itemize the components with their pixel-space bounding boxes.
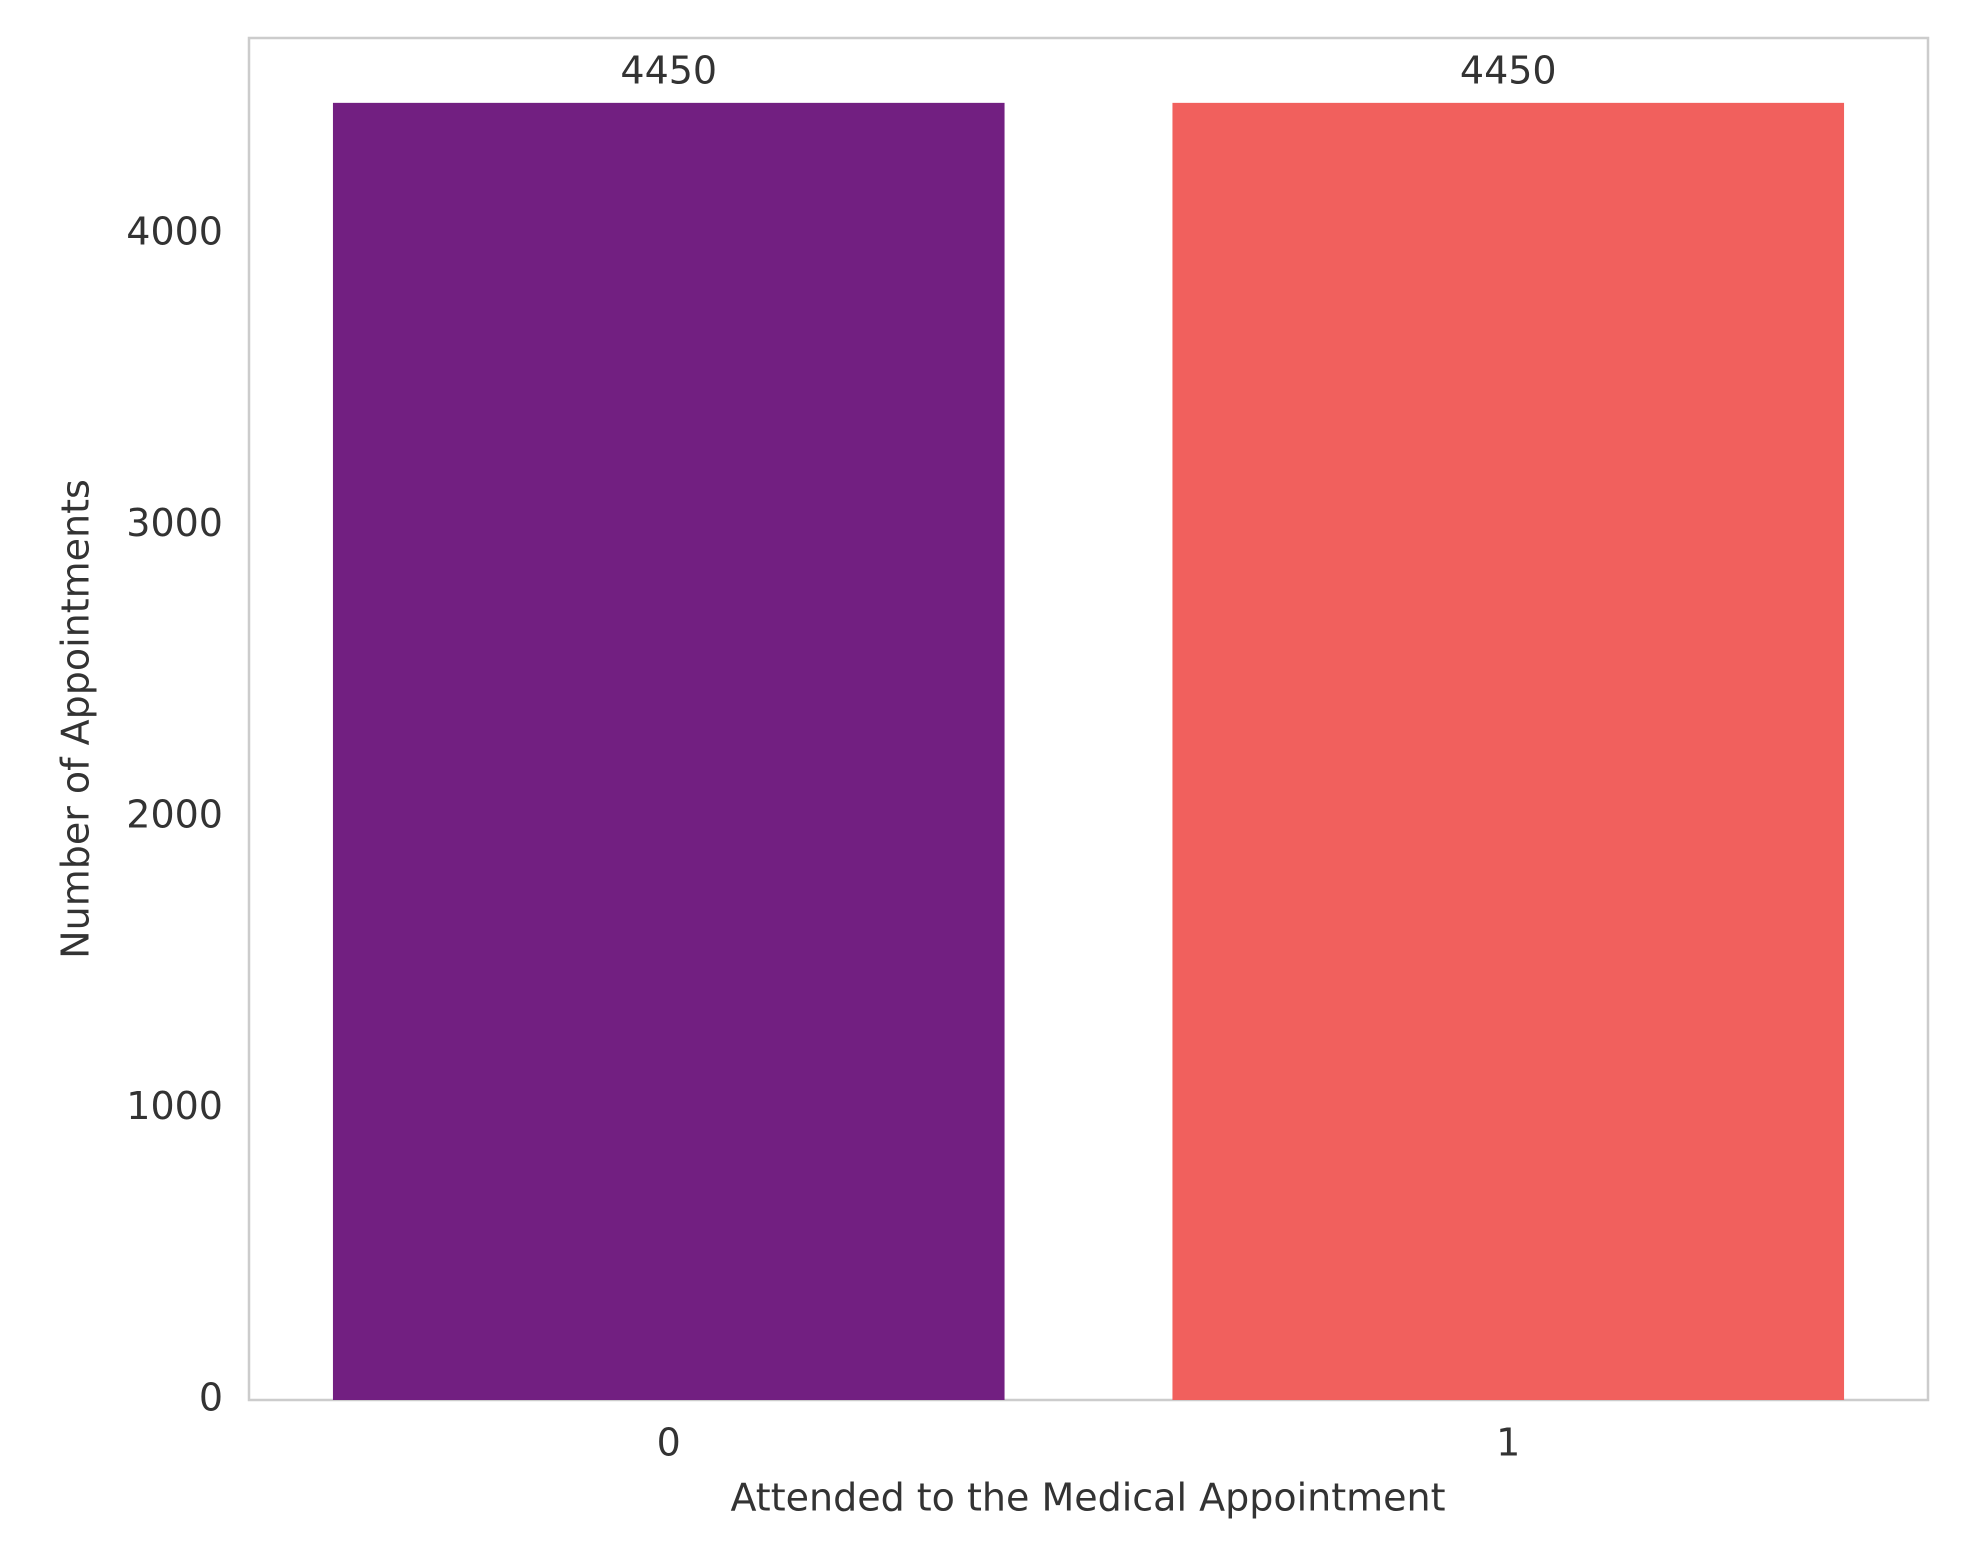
y-axis-label: Number of Appointments	[54, 479, 98, 959]
plot-frame	[247, 36, 1930, 1402]
bar	[332, 102, 1005, 1400]
x-tick-label: 0	[657, 1421, 681, 1465]
bar	[1172, 102, 1845, 1400]
value-label: 4450	[1460, 48, 1557, 92]
value-label: 4450	[620, 48, 717, 92]
y-tick-label: 2000	[126, 793, 223, 837]
y-tick-label: 1000	[126, 1084, 223, 1128]
x-tick-label: 1	[1496, 1421, 1520, 1465]
y-tick-label: 4000	[126, 210, 223, 254]
y-tick-label: 0	[199, 1376, 223, 1420]
y-tick-label: 3000	[126, 501, 223, 545]
x-axis-label: Attended to the Medical Appointment	[730, 1476, 1445, 1520]
